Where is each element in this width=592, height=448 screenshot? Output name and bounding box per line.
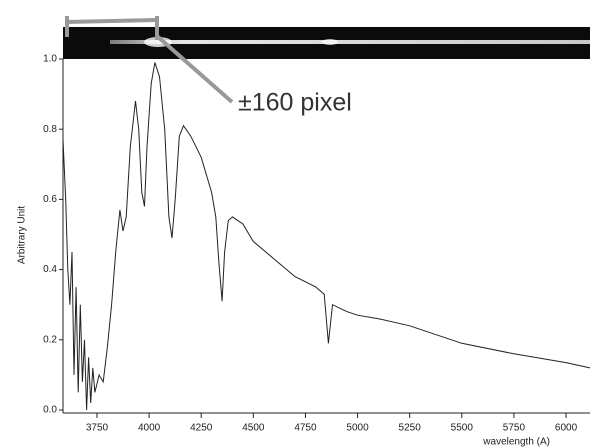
y-tick-label: 0.8 — [43, 124, 57, 135]
chart: ±160 pixel Arbitrary Unit wavelength (A)… — [0, 0, 592, 448]
x-tick-label: 4750 — [294, 423, 317, 434]
x-tick-label: 3750 — [86, 423, 109, 434]
y-axis-label: Arbitrary Unit — [17, 206, 28, 265]
x-tick-label: 4250 — [190, 423, 213, 434]
y-tick-label: 0.0 — [43, 405, 57, 416]
x-tick-label: 5250 — [399, 423, 422, 434]
y-tick-label: 1.0 — [43, 54, 57, 65]
x-axis-label: wavelength (A) — [482, 437, 550, 448]
y-tick-label: 0.4 — [43, 264, 57, 275]
annotation: ±160 pixel — [238, 89, 352, 117]
y-tick-label: 0.2 — [43, 334, 57, 345]
x-tick-label: 5500 — [451, 423, 474, 434]
x-tick-label: 4500 — [242, 423, 265, 434]
x-tick-label: 4000 — [138, 423, 161, 434]
y-tick-label: 0.6 — [43, 194, 57, 205]
x-tick-label: 6000 — [555, 423, 578, 434]
spectrum-strip — [63, 27, 590, 59]
x-tick-label: 5750 — [503, 423, 526, 434]
x-tick-label: 5000 — [346, 423, 369, 434]
